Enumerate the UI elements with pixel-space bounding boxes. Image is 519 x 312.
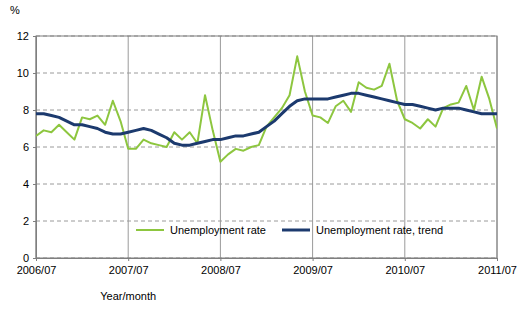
y-tick-label: 10: [17, 67, 29, 79]
y-tick-label: 4: [23, 178, 29, 190]
y-tick-mark: [33, 221, 36, 222]
y-tick-label: 6: [23, 141, 29, 153]
x-tick-label: 2011/07: [478, 264, 517, 276]
x-tick: 2011/07: [478, 258, 517, 276]
legend-swatch: [136, 229, 164, 231]
plot-frame: [36, 36, 497, 258]
legend-swatch: [282, 229, 310, 232]
x-tick: 2007/07: [109, 258, 149, 276]
series-line: [36, 56, 497, 161]
lines: [36, 56, 497, 161]
y-tick-mark: [33, 73, 36, 74]
x-tick-label: 2010/07: [385, 264, 425, 276]
grid-line-y: [36, 184, 497, 185]
legend-item: Unemployment rate, trend: [282, 224, 443, 236]
x-tick-mark: [497, 258, 498, 261]
x-tick-mark: [128, 258, 129, 261]
y-tick-mark: [33, 110, 36, 111]
y-tick-mark: [33, 36, 36, 37]
x-tick: 2008/07: [201, 258, 241, 276]
legend: Unemployment rate Unemployment rate, tren…: [136, 224, 443, 236]
y-tick-mark: [33, 258, 36, 259]
grid-line-y: [36, 73, 497, 74]
series-line: [36, 93, 497, 145]
grid-line-y: [36, 147, 497, 148]
x-axis-line: [37, 259, 498, 262]
y-axis-line: [33, 37, 37, 259]
y-tick: 10: [17, 67, 36, 79]
y-tick-label: 12: [17, 30, 29, 42]
x-tick-label: 2006/07: [17, 264, 57, 276]
x-tick: 2010/07: [385, 258, 425, 276]
x-tick-mark: [313, 258, 314, 261]
x-tick-mark: [220, 258, 221, 261]
y-tick-label: 0: [23, 252, 29, 264]
y-tick: 0: [23, 252, 36, 264]
y-tick-mark: [33, 184, 36, 185]
chart: 0 2 4 6 8 10 12 2006/07 2007/07 2008/07 2009/07 201…: [0, 0, 519, 312]
legend-label: Unemployment rate: [170, 224, 266, 236]
y-tick-mark: [33, 147, 36, 148]
x-tick-label: 2007/07: [109, 264, 149, 276]
legend-item: Unemployment rate: [136, 224, 266, 236]
y-tick-label: 2: [23, 215, 29, 227]
x-tick: 2006/07: [17, 258, 57, 276]
x-tick-mark: [405, 258, 406, 261]
x-tick-label: 2009/07: [293, 264, 333, 276]
x-tick-label: 2008/07: [201, 264, 241, 276]
x-tick: 2009/07: [293, 258, 333, 276]
y-tick: 2: [23, 215, 36, 227]
x-tick-mark: [36, 258, 37, 261]
x-axis: 2006/07 2007/07 2008/07 2009/07 2010/07 2011/…: [17, 258, 517, 276]
y-tick: 4: [23, 178, 36, 190]
x-axis-title: Year/month: [100, 290, 156, 302]
grid-line-y: [36, 221, 497, 222]
y-axis-title: %: [10, 4, 20, 16]
grid: [36, 36, 497, 258]
grid-line-x: [312, 36, 313, 258]
legend-label: Unemployment rate, trend: [316, 224, 443, 236]
y-tick: 12: [17, 30, 36, 42]
y-tick: 6: [23, 141, 36, 153]
plot: 0 2 4 6 8 10 12 2006/07 2007/07 2008/07 2009/07 201…: [17, 30, 517, 276]
y-axis: 0 2 4 6 8 10 12: [17, 30, 37, 264]
y-tick-label: 8: [23, 104, 29, 116]
y-tick: 8: [23, 104, 36, 116]
